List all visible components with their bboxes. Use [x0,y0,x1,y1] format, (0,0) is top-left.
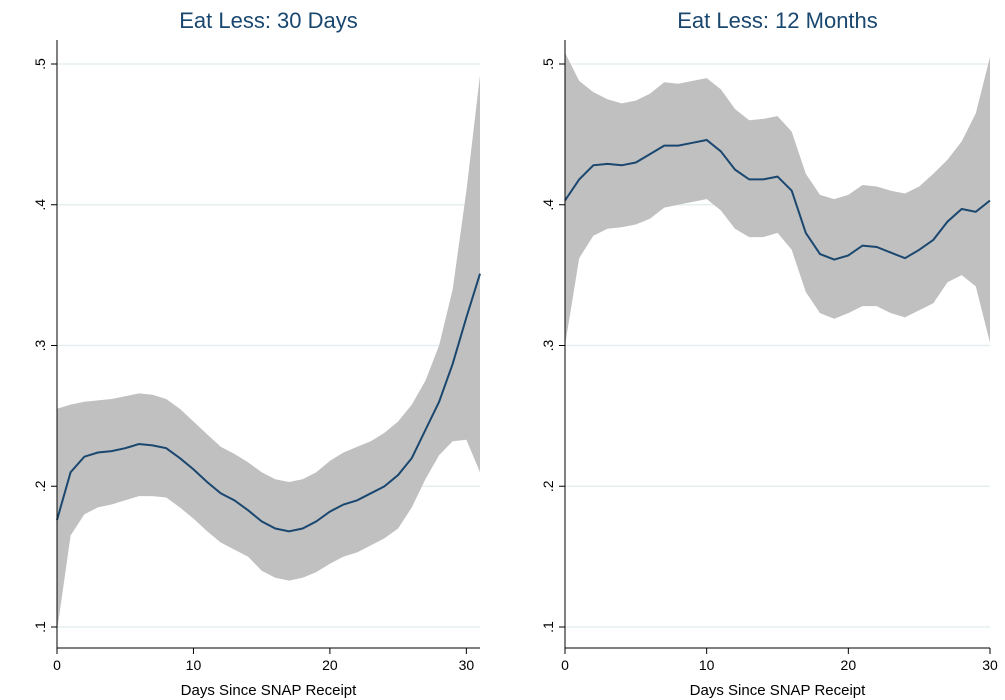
y-tick-label-0: .1 [32,621,48,633]
y-tick-label-0: .1 [540,621,556,633]
x-tick-label-2: 20 [322,657,338,673]
x-tick-label-0: 0 [561,657,569,673]
y-tick-label-3: .4 [540,199,556,211]
series-line [56,273,481,533]
x-tick-label-1: 10 [186,657,202,673]
x-tick-label-0: 0 [53,657,61,673]
chart-12-months-svg: .1 .2 .3 .4 .5 0 10 20 30 Days Since SNAP Receipt… [540,8,998,699]
chart-title: Eat Less: 30 Days [179,8,358,33]
x-tick-label-2: 20 [841,657,857,673]
y-tick-label-4: .5 [540,58,556,70]
chart-title: Eat Less: 12 Months [677,8,878,33]
x-tick-label-3: 30 [459,657,475,673]
y-tick-label-2: .3 [32,339,48,351]
chart-panel-eat-less-12-months: .1 .2 .3 .4 .5 0 10 20 30 Days Since SNAP Receipt… [505,0,1005,700]
y-tick-label-1: .2 [32,480,48,492]
chart-30-days-svg: .1 .2 .3 .4 .5 0 10 20 30 Days Since SNAP Receipt… [32,8,481,699]
y-tick-label-2: .3 [540,339,556,351]
chart-panel-eat-less-30-days: .1 .2 .3 .4 .5 0 10 20 30 Days Since SNAP Receipt… [0,0,500,700]
x-tick-label-3: 30 [982,657,998,673]
x-axis-label: Days Since SNAP Receipt [690,682,866,699]
y-tick-label-3: .4 [32,199,48,211]
confidence-band [565,52,990,346]
series-line [564,138,991,261]
x-tick-label-1: 10 [699,657,715,673]
y-tick-label-4: .5 [32,58,48,70]
y-tick-label-1: .2 [540,480,556,492]
confidence-band [57,75,480,632]
x-axis-label: Days Since SNAP Receipt [181,682,357,699]
